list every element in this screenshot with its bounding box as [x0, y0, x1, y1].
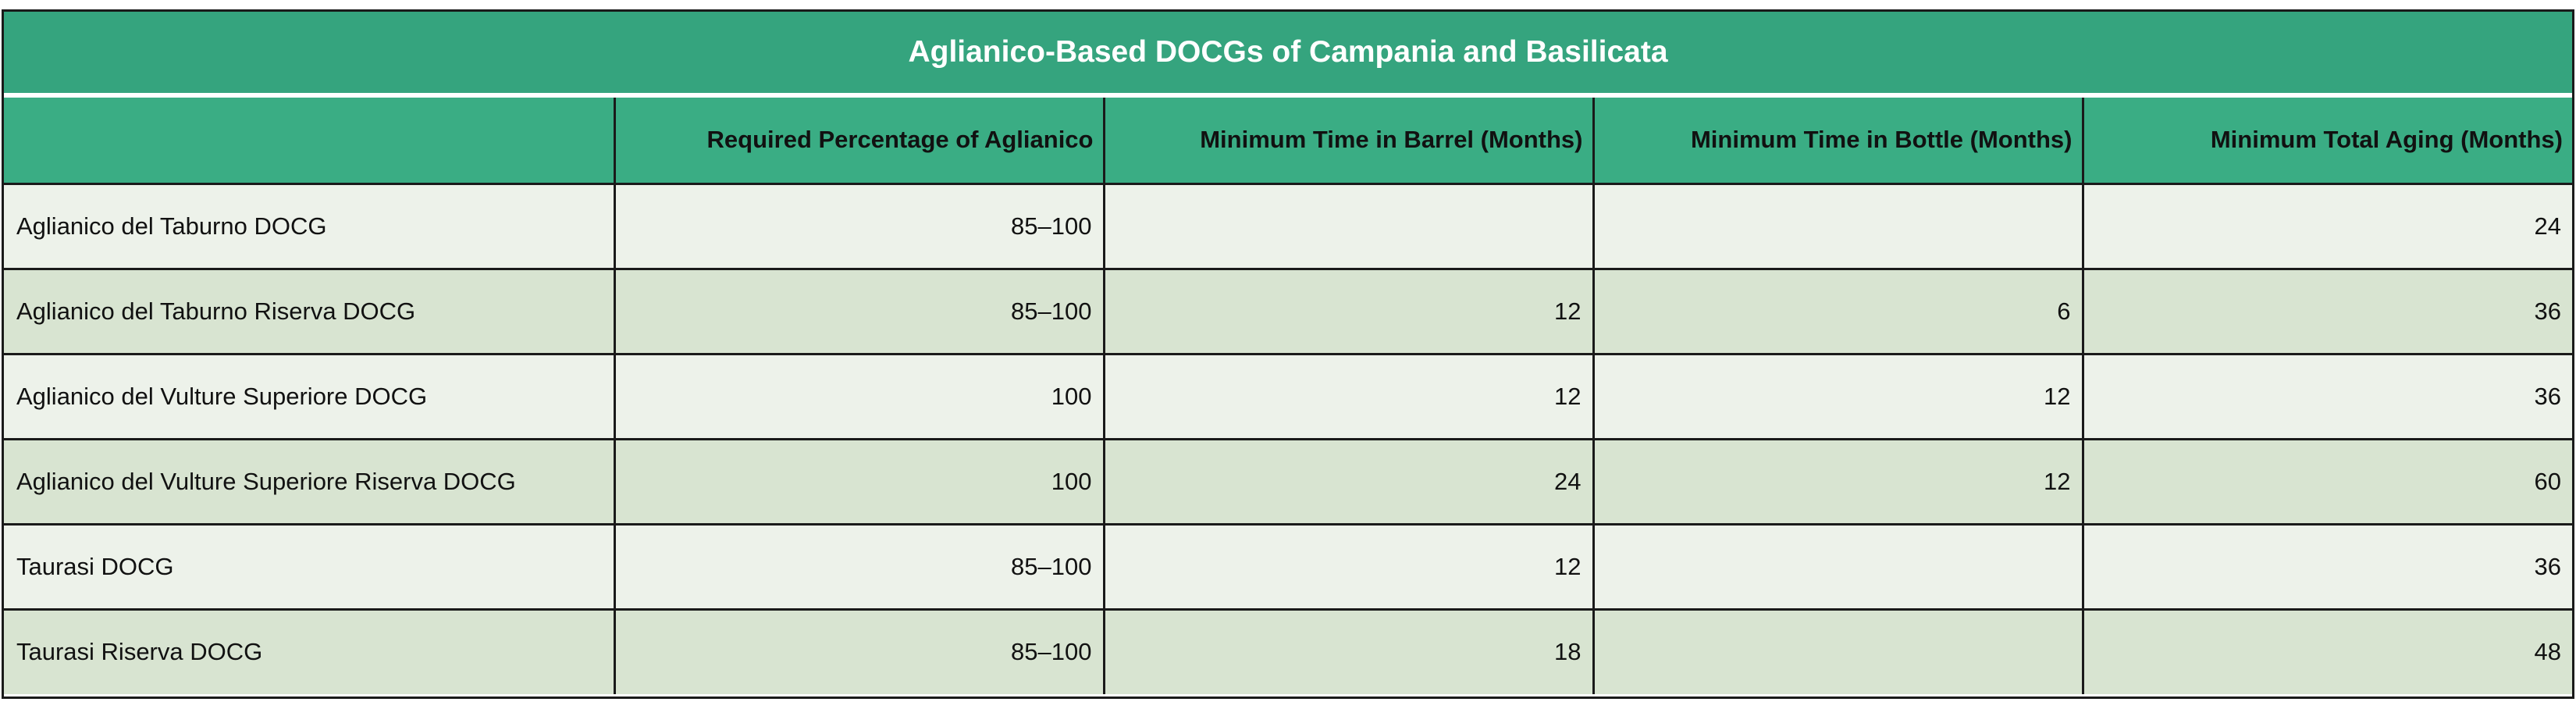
cell-docg-name: Taurasi Riserva DOCG: [4, 607, 616, 694]
cell-total-aging: 24: [2081, 182, 2572, 270]
docg-table: Required Percentage of Aglianico Minimum…: [4, 98, 2572, 694]
header-cell-total-aging: Minimum Total Aging (Months): [2081, 98, 2572, 185]
cell-docg-name: Aglianico del Vulture Superiore Riserva …: [4, 437, 616, 526]
cell-barrel-time: 12: [1102, 267, 1595, 355]
cell-bottle-time: 12: [1592, 437, 2084, 526]
table-title: Aglianico-Based DOCGs of Campania and Ba…: [4, 12, 2572, 98]
cell-total-aging: 36: [2081, 522, 2572, 611]
cell-aglianico-percentage: 85–100: [613, 522, 1105, 611]
table-header: Required Percentage of Aglianico Minimum…: [4, 98, 2572, 185]
cell-docg-name: Aglianico del Taburno DOCG: [4, 182, 616, 270]
header-cell-name: [4, 98, 616, 185]
cell-aglianico-percentage: 85–100: [613, 182, 1105, 270]
cell-aglianico-percentage: 100: [613, 352, 1105, 440]
cell-barrel-time: 24: [1102, 437, 1595, 526]
cell-bottle-time: [1592, 182, 2084, 270]
cell-total-aging: 60: [2081, 437, 2572, 526]
cell-barrel-time: 12: [1102, 352, 1595, 440]
table-body: Aglianico del Taburno DOCG 85–100 24 Agl…: [4, 182, 2572, 694]
cell-docg-name: Aglianico del Vulture Superiore DOCG: [4, 352, 616, 440]
docg-table-sheet: Aglianico-Based DOCGs of Campania and Ba…: [2, 9, 2574, 699]
cell-total-aging: 48: [2081, 607, 2572, 694]
cell-barrel-time: [1102, 182, 1595, 270]
cell-bottle-time: [1592, 607, 2084, 694]
table-row: Taurasi DOCG 85–100 12 36: [4, 522, 2572, 611]
table-row: Aglianico del Taburno Riserva DOCG 85–10…: [4, 267, 2572, 355]
table-row: Aglianico del Taburno DOCG 85–100 24: [4, 182, 2572, 270]
cell-total-aging: 36: [2081, 267, 2572, 355]
cell-bottle-time: 12: [1592, 352, 2084, 440]
cell-docg-name: Taurasi DOCG: [4, 522, 616, 611]
cell-barrel-time: 12: [1102, 522, 1595, 611]
cell-docg-name: Aglianico del Taburno Riserva DOCG: [4, 267, 616, 355]
header-cell-aglianico-percentage: Required Percentage of Aglianico: [613, 98, 1105, 185]
cell-bottle-time: 6: [1592, 267, 2084, 355]
header-row: Required Percentage of Aglianico Minimum…: [4, 98, 2572, 185]
table-row: Taurasi Riserva DOCG 85–100 18 48: [4, 607, 2572, 694]
cell-total-aging: 36: [2081, 352, 2572, 440]
cell-barrel-time: 18: [1102, 607, 1595, 694]
table-row: Aglianico del Vulture Superiore Riserva …: [4, 437, 2572, 526]
cell-aglianico-percentage: 85–100: [613, 267, 1105, 355]
table-row: Aglianico del Vulture Superiore DOCG 100…: [4, 352, 2572, 440]
cell-aglianico-percentage: 100: [613, 437, 1105, 526]
cell-aglianico-percentage: 85–100: [613, 607, 1105, 694]
header-cell-barrel-time: Minimum Time in Barrel (Months): [1102, 98, 1595, 185]
cell-bottle-time: [1592, 522, 2084, 611]
header-cell-bottle-time: Minimum Time in Bottle (Months): [1592, 98, 2084, 185]
